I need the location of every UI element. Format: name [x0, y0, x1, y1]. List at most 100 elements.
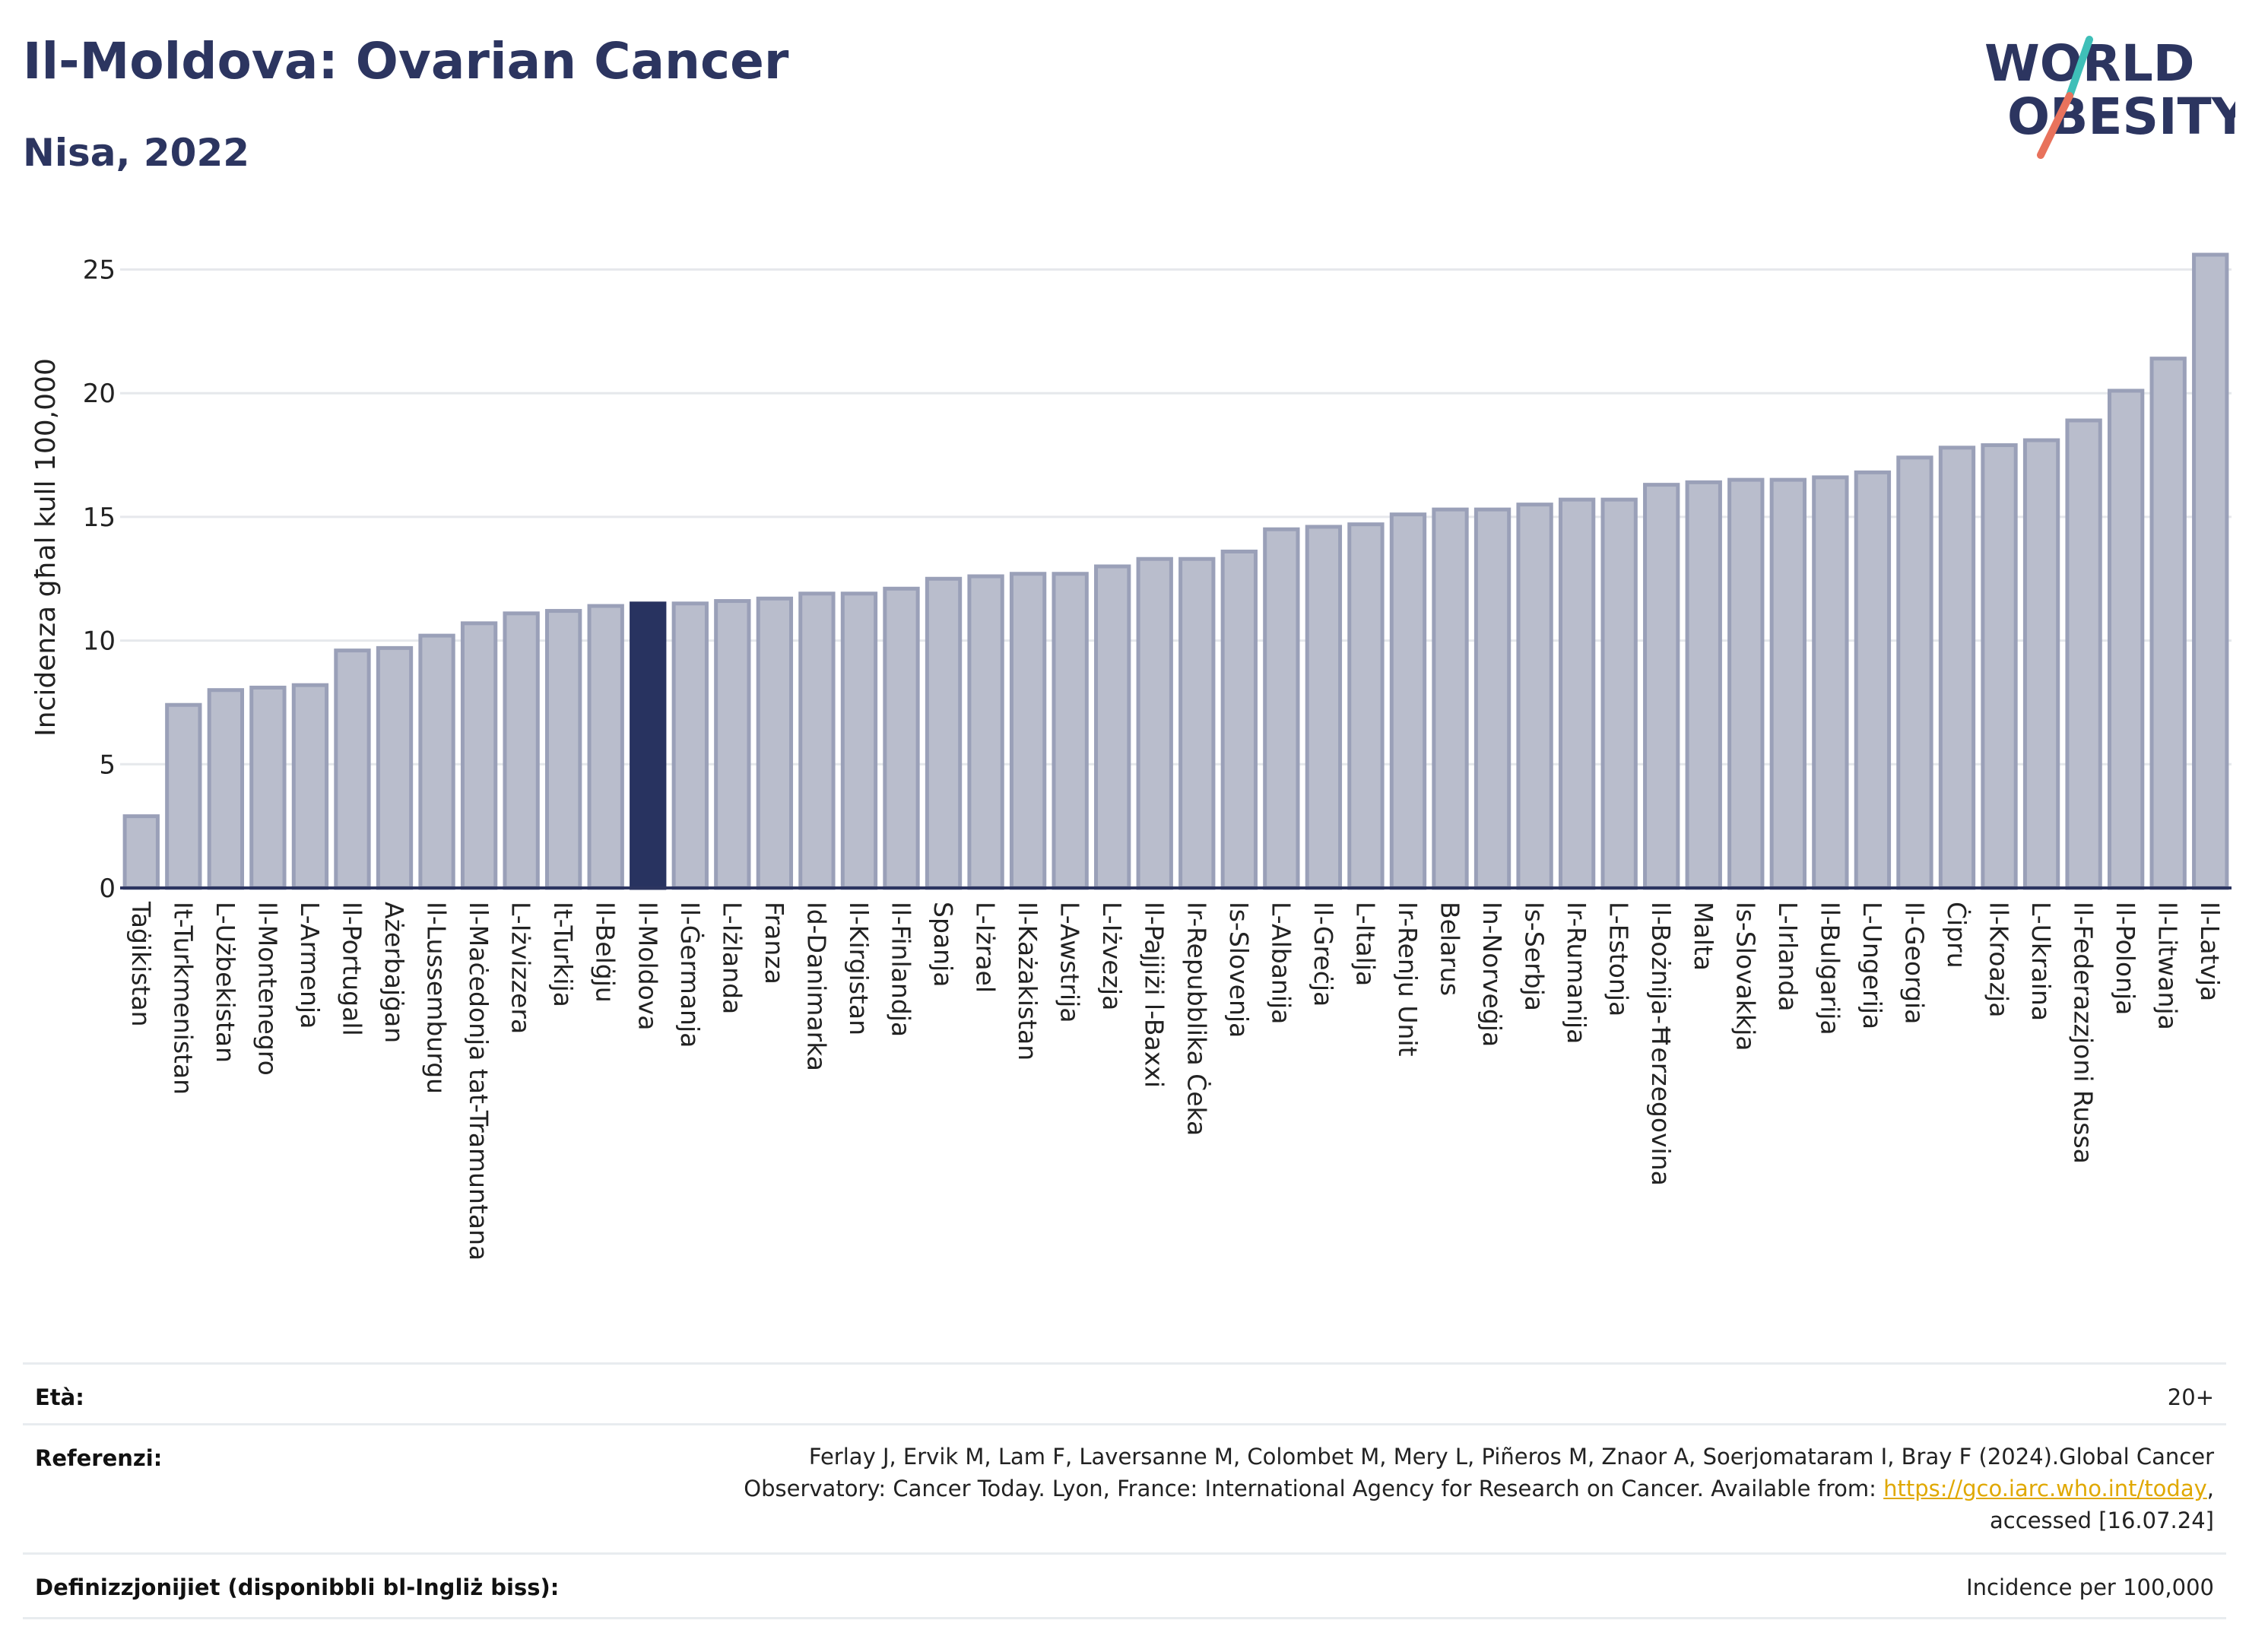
bar — [2107, 388, 2145, 890]
bar — [1685, 480, 1722, 890]
x-tick-label: Il-Portugall — [337, 902, 366, 1036]
age-value: 20+ — [2167, 1384, 2214, 1410]
x-tick-label: In-Norveġja — [1477, 902, 1507, 1047]
x-tick-label: Spanja — [928, 902, 958, 987]
x-tick-label: L-Ukraina — [2026, 902, 2056, 1021]
definitions-label: Definizzjonijiet (disponibbli bl-Ingliż … — [35, 1574, 560, 1600]
bar — [1009, 572, 1047, 890]
x-tick-label: Franza — [760, 902, 789, 985]
bar — [1938, 446, 1976, 890]
bar — [503, 611, 540, 890]
bar — [460, 621, 498, 890]
x-tick-label: Il-Ġermanja — [675, 902, 706, 1048]
x-tick-label: L-Irlanda — [1773, 902, 1803, 1012]
x-tick-label: Il-Moldova — [633, 902, 662, 1031]
bar — [1389, 512, 1427, 890]
x-tick-label: Il-Kirgistan — [844, 902, 874, 1035]
x-tick-label: Malta — [1689, 902, 1718, 971]
x-tick-label: Il-Maċedonja tat-Tramuntana — [464, 902, 493, 1260]
y-tick-label: 15 — [83, 503, 116, 533]
bar — [840, 591, 878, 890]
bar — [1220, 549, 1258, 890]
bar — [1854, 470, 1892, 890]
y-axis-ticks: 0 5 10 15 20 25 — [83, 255, 116, 904]
bar — [1896, 455, 1933, 890]
references-line-2-end: , — [2206, 1476, 2214, 1501]
y-tick-label: 0 — [99, 874, 116, 904]
y-tick-label: 10 — [83, 626, 116, 657]
bar — [1727, 477, 1765, 890]
bar — [2149, 357, 2187, 890]
x-tick-label: Belarus — [1435, 902, 1465, 996]
bar — [967, 574, 1004, 890]
x-tick-label: Il-Każakistan — [1013, 902, 1042, 1061]
bar — [1558, 497, 1596, 890]
x-tick-label: Id-Danimarka — [801, 902, 831, 1071]
bar — [122, 814, 160, 890]
y-axis-label: Incidenza għal kull 100,000 — [30, 358, 62, 737]
bar — [630, 601, 667, 890]
page-subtitle: Nisa, 2022 — [23, 131, 250, 175]
footer-row-references: Referenzi: Ferlay J, Ervik M, Lam F, Lav… — [23, 1423, 2226, 1555]
x-tick-label: L-Albanija — [1266, 902, 1296, 1024]
bar — [798, 591, 836, 890]
bar — [1600, 497, 1638, 890]
bar — [1432, 507, 1469, 890]
logo-slash-coral — [2037, 92, 2073, 159]
x-tick-label: L-Iżvezja — [1097, 902, 1127, 1010]
chart-bars — [120, 252, 2232, 890]
references-value: Ferlay J, Ervik M, Lam F, Laversanne M, … — [313, 1441, 2214, 1536]
x-tick-label: Is-Slovakkja — [1730, 902, 1760, 1051]
references-label: Referenzi: — [35, 1445, 163, 1471]
y-tick-label: 20 — [83, 379, 116, 409]
x-tick-label: L-Iżrael — [971, 902, 1001, 993]
x-tick-label: Il-Greċja — [1308, 902, 1338, 1007]
bar — [1981, 443, 2018, 890]
bar — [1094, 564, 1131, 890]
bar — [883, 586, 920, 890]
bar-chart: 0 5 10 15 20 25 Taġikistan It-Turkmenistan L-Uż… — [30, 252, 2232, 1260]
bar — [1516, 503, 1553, 890]
x-tick-label: L-Awstrija — [1055, 902, 1085, 1023]
references-link[interactable]: https://gco.iarc.who.int/today — [1883, 1476, 2207, 1501]
world-obesity-logo: WORLD OBESITY — [1984, 34, 2235, 159]
x-tick-label: Is-Serbja — [1520, 902, 1550, 1011]
bar — [291, 683, 329, 890]
x-tick-label: Ir-Rumanija — [1562, 902, 1591, 1044]
y-tick-label: 25 — [83, 255, 116, 286]
x-tick-label: L-Italja — [1350, 902, 1380, 986]
x-tick-label: Il-Bożnija-Ħerzegovina — [1646, 902, 1676, 1186]
x-tick-label: Il-Pajjiżi l-Baxxi — [1140, 902, 1169, 1088]
x-tick-label: Il-Latvja — [2195, 902, 2225, 1001]
bar — [2192, 252, 2229, 890]
bar — [545, 609, 582, 890]
x-tick-label: L-Estonja — [1604, 902, 1634, 1016]
bar — [1263, 527, 1300, 890]
x-tick-label: Il-Lussemburgu — [422, 902, 452, 1094]
references-line-2: Observatory: Cancer Today. Lyon, France:… — [313, 1473, 2214, 1505]
bar — [587, 604, 624, 890]
x-tick-label: Il-Kroazja — [1984, 902, 2014, 1017]
x-tick-label: L-Armenja — [295, 902, 325, 1029]
x-tick-label: Ir-Renju Unit — [1393, 902, 1423, 1057]
bar — [925, 576, 963, 890]
logo-line2: OBESITY — [2007, 87, 2235, 146]
x-tick-label: Il-Bulgarija — [1815, 902, 1845, 1035]
x-axis-ticks: Taġikistan It-Turkmenistan L-Użbekistan Il-… — [126, 901, 2225, 1260]
logo-slash-teal — [2066, 36, 2093, 100]
bar — [1812, 475, 1849, 890]
x-tick-label: Ir-Repubblika Ċeka — [1182, 902, 1212, 1136]
bar — [1136, 556, 1173, 890]
bar — [671, 601, 709, 890]
x-tick-label: Il-Montenegro — [252, 902, 282, 1076]
bar — [1178, 556, 1216, 890]
bar — [1305, 525, 1343, 890]
bar — [2022, 438, 2060, 890]
x-tick-label: Is-Slovenja — [1224, 902, 1254, 1038]
x-tick-label: Taġikistan — [126, 901, 156, 1027]
bar — [714, 599, 751, 890]
bar — [165, 702, 202, 890]
x-tick-label: Ażerbajġan — [379, 902, 409, 1043]
x-tick-label: Ċipru — [1942, 902, 1972, 969]
x-tick-label: Il-Belġju — [591, 902, 620, 1003]
